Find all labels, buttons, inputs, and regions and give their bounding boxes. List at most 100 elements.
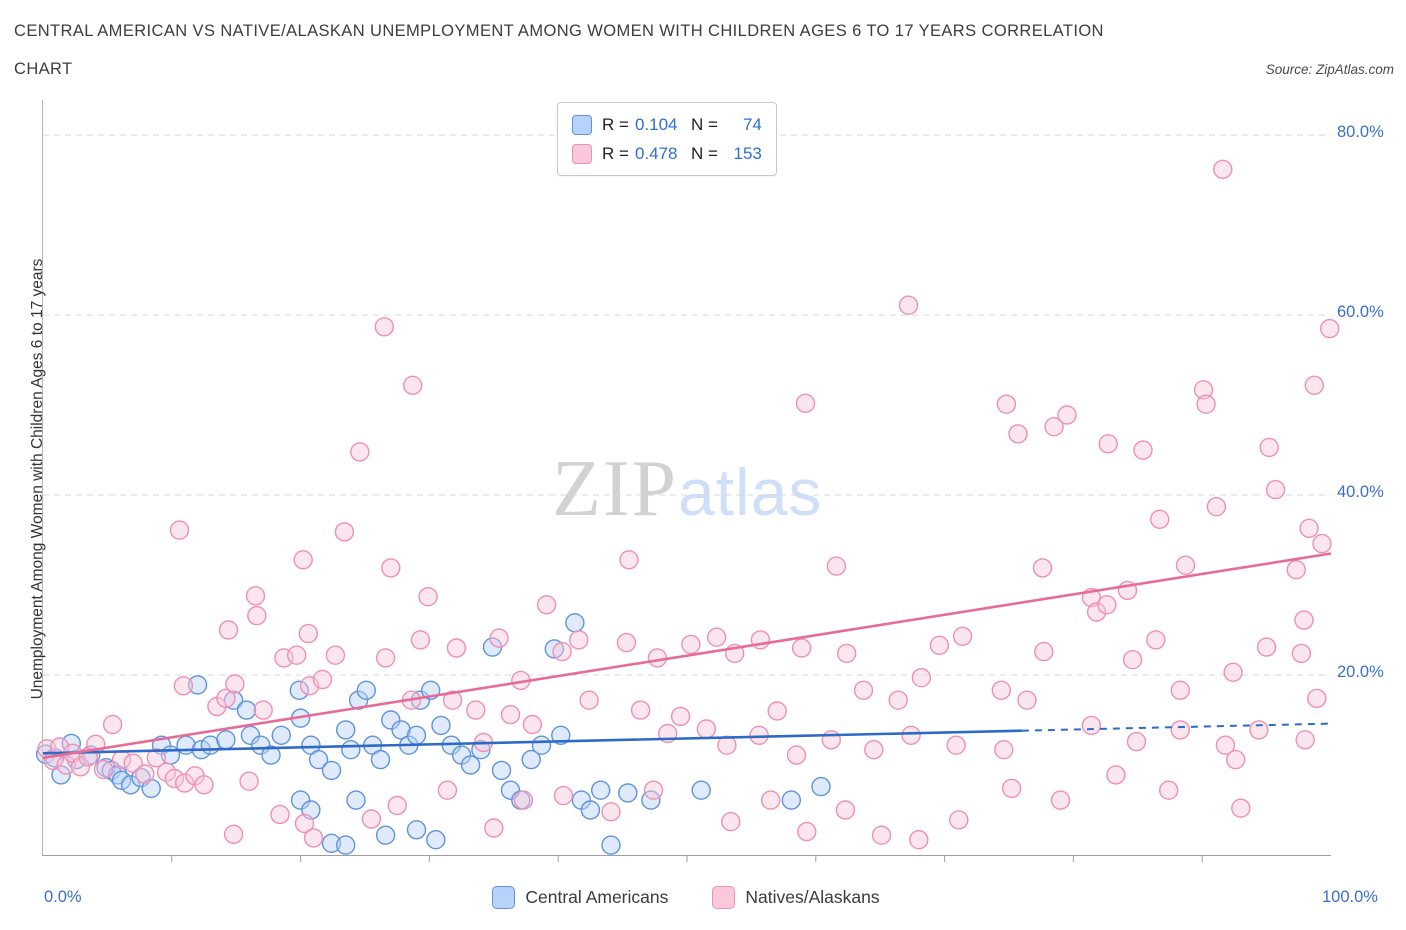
native-alaskan-point <box>949 810 969 830</box>
native-alaskan-point <box>164 768 185 789</box>
native-alaskan-point <box>245 586 266 606</box>
native-alaskan-point <box>102 714 123 735</box>
native-alaskan-point <box>1196 394 1216 414</box>
central-american-point <box>187 675 208 695</box>
central-american-point <box>426 830 446 850</box>
native-alaskan-point <box>489 628 509 648</box>
native-alaskan-point <box>1312 533 1332 554</box>
native-alaskan-point <box>706 627 727 647</box>
native-alaskan-point <box>410 630 431 650</box>
watermark-zip-text: ZIP <box>552 445 678 533</box>
central-american-point <box>531 735 552 755</box>
native-alaskan-point <box>630 700 651 720</box>
y-tick-20: 20.0% <box>1337 663 1384 681</box>
native-alaskan-point <box>270 804 290 825</box>
native-alaskan-point <box>601 802 621 822</box>
native-alaskan-point <box>387 795 407 816</box>
native-alaskan-point <box>536 595 557 615</box>
r-value-central: 0.104 <box>634 114 678 134</box>
native-alaskan-point <box>484 818 504 838</box>
native-alaskan-point <box>1044 417 1064 437</box>
native-alaskan-point <box>1170 720 1191 740</box>
legend-item-natives-alaskans: Natives/Alaskans <box>712 886 880 909</box>
native-alaskan-point <box>553 785 574 806</box>
native-alaskan-point <box>1057 405 1077 425</box>
central-american-point <box>491 760 512 781</box>
native-alaskan-point <box>466 700 486 720</box>
native-alaskan-point <box>218 620 239 640</box>
central-american-point <box>261 745 281 765</box>
native-alaskan-point <box>1149 509 1170 529</box>
native-alaskan-point <box>418 587 438 607</box>
native-alaskan-point <box>56 755 76 775</box>
legend-item-central-americans: Central Americans <box>492 886 668 909</box>
page-title: CENTRAL AMERICAN VS NATIVE/ALASKAN UNEMP… <box>14 22 1104 40</box>
central-american-point <box>341 740 361 760</box>
native-alaskan-point <box>146 748 167 768</box>
zipatlas-watermark: ZIP atlas <box>552 444 822 535</box>
watermark-atlas-text: atlas <box>678 455 823 529</box>
y-tick-40: 40.0% <box>1337 483 1384 501</box>
central-american-point <box>346 790 366 810</box>
native-alaskan-point <box>994 740 1014 760</box>
central-american-point <box>308 749 329 770</box>
central-american-point <box>460 755 481 775</box>
native-alaskan-point <box>1050 790 1071 810</box>
native-alaskan-point <box>1001 778 1022 799</box>
native-alaskan-point <box>911 668 932 688</box>
native-alaskan-point <box>1032 558 1053 578</box>
native-alaskan-point <box>298 623 318 644</box>
central-american-point <box>601 835 621 855</box>
central-americans-swatch-icon <box>572 114 592 135</box>
native-alaskan-point <box>681 634 701 655</box>
central-american-point <box>565 613 585 633</box>
native-alaskan-point <box>888 690 908 710</box>
native-alaskan-point <box>294 813 315 834</box>
native-alaskan-point <box>216 688 236 709</box>
native-alaskan-point <box>225 674 245 694</box>
y-axis-label: Unemployment Among Women with Children A… <box>29 258 46 700</box>
native-alaskan-point <box>1265 479 1286 500</box>
central-american-point <box>250 735 271 755</box>
central-american-point <box>618 783 638 803</box>
native-alaskan-point <box>670 706 691 727</box>
native-alaskan-point <box>1126 731 1147 752</box>
native-alaskan-point <box>1175 555 1196 575</box>
central-american-point <box>811 776 831 797</box>
native-alaskan-point <box>749 725 769 745</box>
native-alaskan-point <box>334 522 355 542</box>
native-alaskan-point <box>1122 650 1143 670</box>
central-american-point <box>370 749 391 770</box>
native-alaskan-point <box>909 830 929 850</box>
native-alaskan-point <box>552 641 572 662</box>
central-american-point <box>356 680 376 700</box>
natives-alaskans-legend-swatch-icon <box>712 886 736 909</box>
native-alaskan-point <box>1170 680 1191 700</box>
native-alaskan-point <box>786 745 807 765</box>
native-alaskan-point <box>991 680 1011 700</box>
native-alaskan-point <box>223 824 244 844</box>
plot-svg <box>35 134 1340 862</box>
native-alaskan-point <box>1304 375 1325 395</box>
n-label: N = <box>690 143 718 163</box>
native-alaskan-point <box>1249 720 1269 740</box>
x-max-label: 100.0% <box>1322 888 1378 906</box>
native-alaskan-point <box>350 442 370 462</box>
natives-alaskans-legend-label: Natives/Alaskans <box>745 887 880 907</box>
native-alaskan-point <box>835 800 856 820</box>
native-alaskan-point <box>1223 662 1243 682</box>
native-alaskan-point <box>1319 318 1340 339</box>
central-american-point <box>321 760 342 781</box>
native-alaskan-point <box>643 780 664 800</box>
native-alaskan-point <box>767 701 787 721</box>
native-alaskan-point <box>826 556 847 576</box>
native-alaskan-point <box>952 626 973 646</box>
native-alaskan-point <box>1307 688 1327 709</box>
native-alaskan-point <box>1206 497 1227 517</box>
native-alaskan-point <box>1225 749 1246 770</box>
native-alaskan-point <box>871 825 892 845</box>
series-legend: Central Americans Natives/Alaskans <box>42 886 1330 909</box>
central-american-point <box>691 780 711 800</box>
native-alaskan-point <box>1291 643 1312 664</box>
